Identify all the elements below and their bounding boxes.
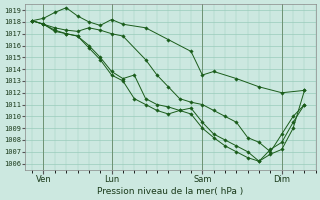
X-axis label: Pression niveau de la mer( hPa ): Pression niveau de la mer( hPa ) [98,187,244,196]
